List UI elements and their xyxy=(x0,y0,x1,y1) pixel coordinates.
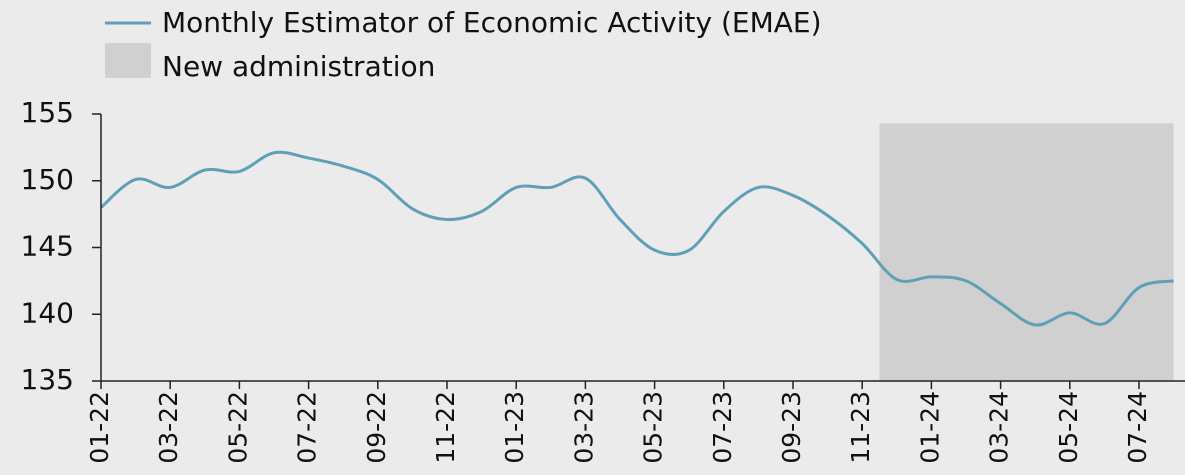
legend-label: New administration xyxy=(162,50,435,83)
y-tick-label: 155 xyxy=(21,96,74,129)
x-tick-label: 09-23 xyxy=(777,391,806,464)
x-tick-label: 01-23 xyxy=(500,391,529,464)
y-tick-label: 150 xyxy=(21,163,74,196)
x-tick-label: 03-23 xyxy=(569,391,598,464)
legend-label: Monthly Estimator of Economic Activity (… xyxy=(162,6,822,39)
shade-layer xyxy=(879,123,1174,381)
y-tick-label: 145 xyxy=(21,230,74,263)
x-tick-label: 11-22 xyxy=(431,391,460,464)
x-tick-label: 05-23 xyxy=(639,391,668,464)
x-tick-label: 05-22 xyxy=(223,391,252,464)
legend-swatch xyxy=(105,43,151,78)
x-tick-label: 07-24 xyxy=(1123,391,1152,464)
x-tick-label: 03-24 xyxy=(985,391,1014,464)
x-tick-label: 11-23 xyxy=(846,391,875,464)
x-tick-label: 01-22 xyxy=(85,391,114,464)
x-tick-label: 03-22 xyxy=(154,391,183,464)
y-tick-label: 140 xyxy=(21,296,74,329)
x-tick-label: 05-24 xyxy=(1054,391,1083,464)
y-tick-label: 135 xyxy=(21,363,74,396)
x-tick-label: 09-22 xyxy=(362,391,391,464)
x-tick-label: 07-22 xyxy=(293,391,322,464)
x-tick-label: 01-24 xyxy=(915,391,944,464)
data-line xyxy=(100,150,1174,327)
x-tick-label: 07-23 xyxy=(708,391,737,464)
shaded-area xyxy=(879,123,1174,381)
